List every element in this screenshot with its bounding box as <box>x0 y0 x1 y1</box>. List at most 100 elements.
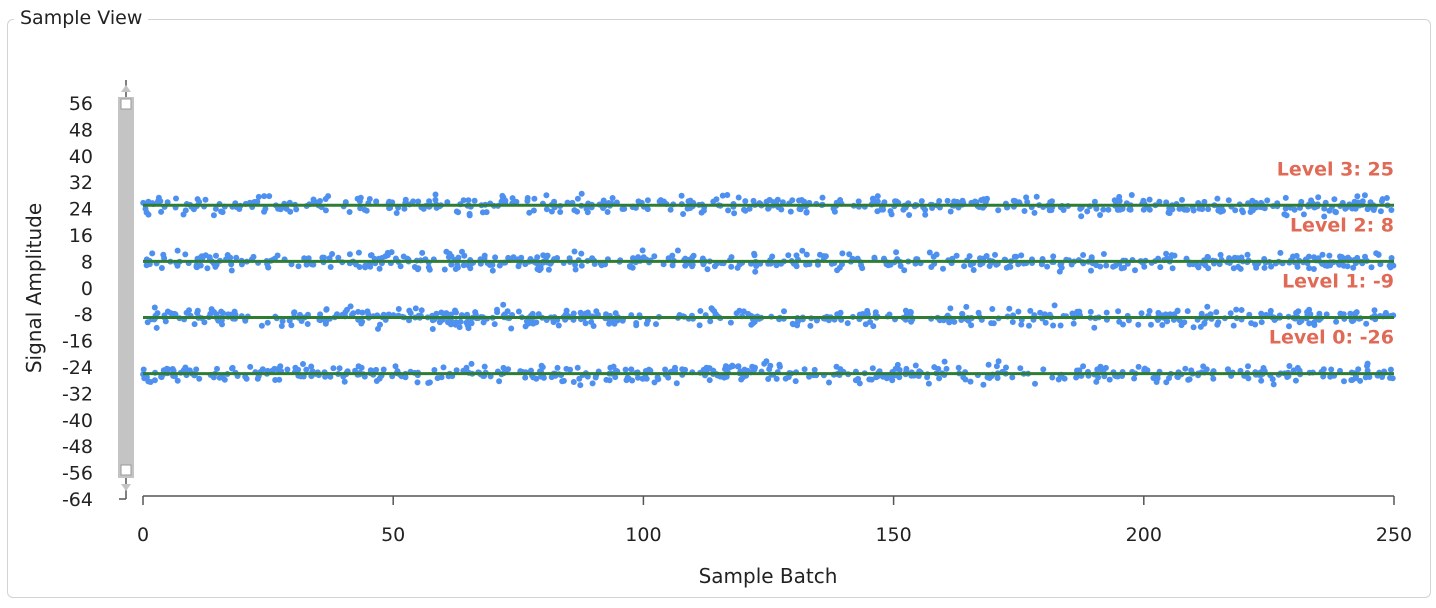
scatter-point <box>1270 381 1277 388</box>
scatter-point <box>215 317 222 324</box>
scatter-point <box>604 209 611 215</box>
scatter-point <box>993 363 1000 370</box>
scatter-point <box>951 198 958 205</box>
scatter-point <box>1215 207 1222 214</box>
scatter-point <box>1093 205 1100 212</box>
scatter-point <box>710 198 717 205</box>
scrollbar-thumb[interactable] <box>118 97 134 478</box>
scatter-point <box>1245 375 1252 382</box>
scatter-point <box>1017 365 1024 372</box>
scatter-point <box>492 254 499 261</box>
scatter-point <box>799 247 806 254</box>
scatter-point <box>1097 263 1104 270</box>
scatter-point <box>656 198 663 205</box>
scatter-point <box>303 261 310 268</box>
scatter-point <box>429 326 436 332</box>
scatter-point <box>266 193 273 200</box>
scatter-point <box>577 382 584 389</box>
scatter-point <box>457 318 464 325</box>
scatter-point <box>859 265 866 272</box>
scatter-point <box>725 207 732 214</box>
scatter-point <box>440 364 447 371</box>
scatter-point <box>837 366 844 373</box>
scatter-point <box>466 210 473 217</box>
scatter-point <box>412 305 419 312</box>
scatter-point <box>667 206 674 213</box>
scatter-point <box>149 250 156 257</box>
scroll-down-arrow-icon[interactable] <box>121 484 131 491</box>
scatter-point <box>1091 198 1098 205</box>
scatter-point <box>1157 264 1164 271</box>
scatter-point <box>410 198 417 205</box>
scatter-point <box>593 308 600 315</box>
scatter-point <box>526 209 533 216</box>
scatter-point <box>704 266 711 273</box>
scatter-point <box>548 208 555 215</box>
vertical-scrollbar[interactable] <box>118 85 134 491</box>
scatter-point <box>961 263 968 270</box>
scatter-point <box>1324 262 1331 269</box>
scatter-point <box>782 375 789 382</box>
scatter-point <box>171 310 178 317</box>
scatter-point <box>151 304 158 311</box>
scatter-point <box>1148 321 1154 328</box>
scatter-point <box>286 317 293 324</box>
scatter-point <box>500 301 507 308</box>
scatter-point <box>543 192 550 199</box>
scatter-point <box>1094 366 1101 373</box>
scatter-point <box>902 307 909 314</box>
scatter-point <box>373 366 380 373</box>
scatter-point <box>1306 320 1313 327</box>
scatter-point <box>518 254 525 261</box>
scatter-point <box>1238 307 1245 313</box>
scatter-point <box>1377 208 1384 215</box>
scatter-point <box>944 197 951 204</box>
scatter-point <box>679 366 686 373</box>
scatter-point <box>1073 374 1080 381</box>
scatter-point <box>1088 267 1094 274</box>
y-tick-label: -56 <box>62 463 93 485</box>
scatter-point <box>1118 265 1125 272</box>
scatter-point <box>1146 308 1153 314</box>
scatter-point <box>698 209 705 216</box>
scatter-point <box>893 249 900 256</box>
x-axis-label: Sample Batch <box>699 564 838 588</box>
scatter-point <box>509 195 516 202</box>
scatter-point <box>287 208 294 215</box>
scrollbar-top-handle[interactable] <box>120 98 132 110</box>
scatter-point <box>779 199 786 206</box>
scatter-point <box>1336 261 1343 268</box>
scatter-point <box>1306 265 1313 272</box>
scatter-point <box>272 377 279 383</box>
scatter-point <box>199 255 206 262</box>
scatter-point <box>1362 253 1368 260</box>
scatter-point <box>731 210 738 217</box>
scatter-point <box>1359 198 1366 205</box>
scatter-point <box>194 307 201 314</box>
sample-view-panel <box>7 19 1431 598</box>
scatter-point <box>373 199 380 205</box>
scatter-point <box>1169 206 1176 213</box>
level-label: Level 2: 8 <box>1290 214 1394 236</box>
scatter-point <box>305 255 312 262</box>
scatter-point <box>293 206 300 213</box>
scatter-point <box>869 365 876 372</box>
y-tick-label: 8 <box>81 251 93 273</box>
scatter-point <box>1040 366 1047 373</box>
scatter-point <box>640 254 647 261</box>
scatter-point <box>1306 306 1313 313</box>
scatter-point <box>1328 366 1335 373</box>
scatter-point <box>491 321 498 328</box>
scatter-point <box>364 308 371 315</box>
scatter-point <box>255 193 262 200</box>
scatter-point <box>535 311 542 318</box>
scroll-up-arrow-icon[interactable] <box>121 85 131 92</box>
scatter-point <box>1163 250 1170 257</box>
scatter-point <box>1037 309 1044 316</box>
scatter-point <box>180 211 187 218</box>
scatter-point <box>1321 205 1328 212</box>
scatter-point <box>212 205 219 212</box>
scrollbar-bottom-handle[interactable] <box>120 464 132 476</box>
scatter-point <box>590 323 597 329</box>
scatter-point <box>1021 208 1028 214</box>
